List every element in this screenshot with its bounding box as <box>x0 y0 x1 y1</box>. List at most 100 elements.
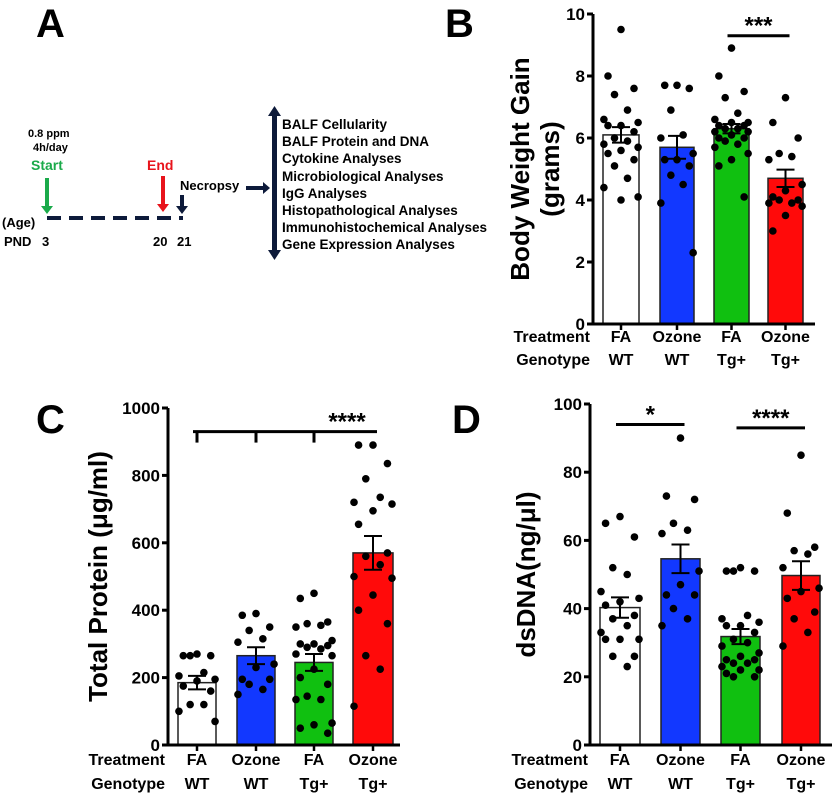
data-point <box>604 72 612 80</box>
data-point <box>610 162 619 170</box>
data-point <box>623 174 632 183</box>
data-point <box>630 128 638 136</box>
y-tick-label: 80 <box>563 463 582 482</box>
data-point <box>317 695 325 704</box>
data-point <box>252 609 260 618</box>
data-point <box>660 155 669 164</box>
y-tick-label: 20 <box>563 668 582 687</box>
analysis-item: Microbiological Analyses <box>282 168 444 184</box>
data-point <box>630 652 639 661</box>
data-point <box>721 124 729 133</box>
data-point <box>354 441 363 449</box>
data-point <box>690 495 699 504</box>
data-point <box>600 140 608 148</box>
analysis-item: Gene Expression Analyses <box>282 237 455 253</box>
end-label: End <box>147 157 174 173</box>
data-point <box>376 560 385 569</box>
data-point <box>750 628 759 637</box>
data-point <box>804 550 812 558</box>
start-label: Start <box>31 157 63 173</box>
data-point <box>206 651 215 660</box>
data-point <box>317 645 325 653</box>
day-end: 20 <box>153 234 168 249</box>
data-point <box>667 171 675 179</box>
data-point <box>252 663 260 672</box>
category-genotype-label: WT <box>609 352 634 369</box>
data-point <box>617 146 625 155</box>
data-point <box>608 615 617 623</box>
data-point <box>635 594 643 603</box>
data-point <box>715 162 723 170</box>
data-point <box>383 619 392 628</box>
category-treatment-label: Ozone <box>653 329 702 346</box>
data-point <box>750 567 759 575</box>
category-genotype-label: Tg+ <box>787 776 816 793</box>
data-point <box>601 635 610 644</box>
y-tick-label: 60 <box>563 531 582 550</box>
data-point <box>744 128 752 136</box>
panel-letter-a: A <box>36 2 65 46</box>
error-bar <box>671 543 690 575</box>
significance-label: **** <box>328 409 366 436</box>
data-point <box>729 567 738 575</box>
y-tick-label: 0 <box>573 736 582 755</box>
data-point <box>722 669 731 678</box>
bar <box>352 552 394 746</box>
data-point <box>245 626 253 635</box>
data-point <box>616 512 624 521</box>
data-point <box>662 492 671 500</box>
data-point <box>685 84 694 93</box>
category-genotype-label: WT <box>665 352 690 369</box>
data-point <box>729 673 738 681</box>
data-point <box>660 81 669 90</box>
data-point <box>179 651 188 660</box>
category-treatment-label: FA <box>721 329 742 346</box>
y-tick-label: 6 <box>576 129 585 148</box>
data-point <box>630 84 638 93</box>
data-point <box>361 552 370 561</box>
data-point <box>354 606 363 614</box>
dose-label: 0.8 ppm <box>28 128 70 140</box>
data-point <box>743 611 752 620</box>
data-point <box>610 90 619 99</box>
data-point <box>783 509 792 517</box>
data-point <box>658 529 666 538</box>
y-axis-label: Total Protein (μg/ml) <box>83 451 113 702</box>
data-point <box>658 621 666 630</box>
y-tick-label: 10 <box>566 5 585 24</box>
data-point <box>604 149 612 158</box>
error-bar <box>792 560 810 591</box>
data-point <box>175 707 183 716</box>
data-point <box>740 121 748 130</box>
data-point <box>361 651 370 660</box>
data-point <box>350 702 358 711</box>
significance-label: * <box>646 401 656 428</box>
data-point <box>736 652 745 661</box>
y-tick-label: 200 <box>132 669 160 688</box>
category-genotype-label: Tg+ <box>717 352 746 369</box>
data-point <box>328 651 336 660</box>
row-label: Treatment <box>514 329 591 346</box>
data-point <box>179 682 188 690</box>
data-point <box>317 621 325 630</box>
error-bar <box>612 126 630 144</box>
data-point <box>711 143 719 152</box>
chart-d: 0 20 40 60 80 100 dsDNA(ng/μl) Treatment Genotyp… <box>511 395 832 793</box>
data-point <box>323 641 332 650</box>
y-tick-label: 1000 <box>122 399 160 418</box>
data-point <box>810 608 819 616</box>
data-point <box>610 134 619 142</box>
bar <box>659 146 695 325</box>
data-point <box>673 81 681 90</box>
y-tick-label: 8 <box>576 67 585 86</box>
data-point <box>788 199 796 207</box>
data-point <box>779 563 787 572</box>
data-point <box>617 25 625 34</box>
data-point <box>736 621 745 630</box>
data-point <box>790 546 798 555</box>
data-point <box>597 628 605 637</box>
data-point <box>721 93 729 102</box>
data-point <box>711 128 719 136</box>
data-point <box>781 186 790 195</box>
